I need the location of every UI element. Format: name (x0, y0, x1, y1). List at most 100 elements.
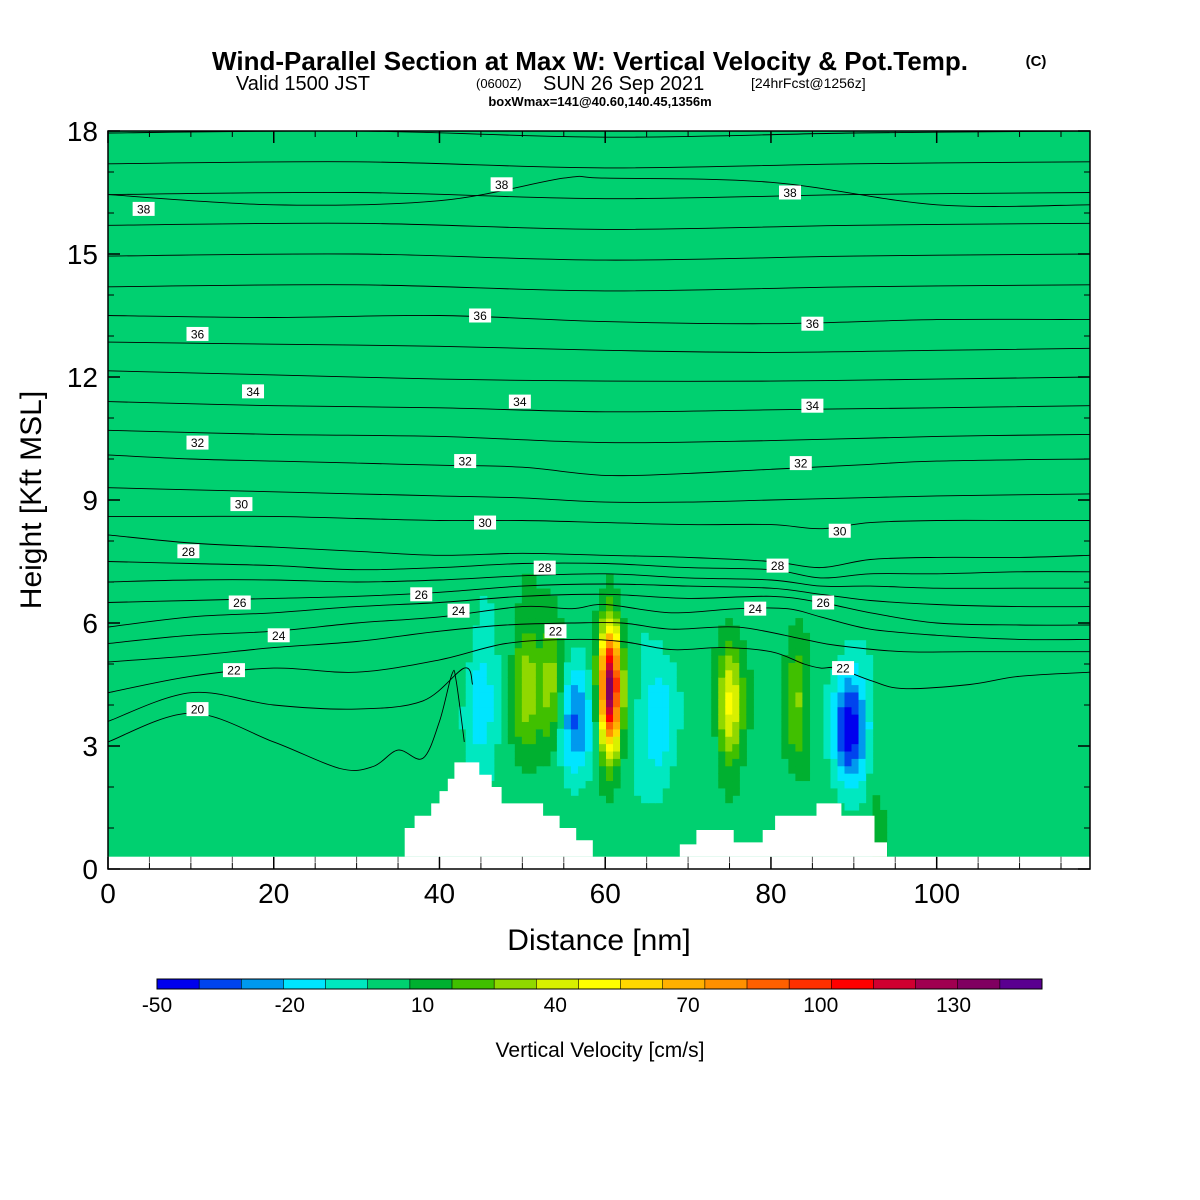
velocity-cell (528, 640, 537, 649)
velocity-cell (577, 773, 586, 782)
velocity-cell (865, 736, 874, 745)
velocity-cell (725, 728, 733, 737)
velocity-cell (556, 662, 565, 671)
velocity-cell (465, 721, 474, 730)
velocity-cell (479, 758, 488, 767)
terrain-base (108, 856, 1090, 869)
colorbar-swatch (578, 979, 621, 989)
velocity-cell (641, 677, 649, 686)
velocity-cell (837, 795, 846, 804)
velocity-cell (584, 758, 593, 767)
velocity-cell (718, 714, 726, 722)
velocity-cell (718, 647, 726, 656)
velocity-cell (788, 647, 796, 656)
velocity-cell (795, 750, 804, 759)
velocity-cell (479, 654, 488, 663)
velocity-cell (613, 588, 621, 597)
velocity-cell (599, 750, 607, 759)
velocity-cell (865, 728, 874, 737)
velocity-cell (599, 765, 607, 774)
velocity-cell (802, 736, 811, 745)
velocity-cell (711, 699, 719, 708)
contour-label-box (454, 454, 477, 469)
velocity-cell (472, 647, 481, 656)
velocity-cell (591, 640, 600, 649)
velocity-cell (788, 721, 796, 730)
velocity-cell (514, 632, 523, 641)
isentrope-22 (108, 638, 1090, 694)
velocity-cell (521, 640, 530, 649)
velocity-cell (725, 750, 733, 759)
velocity-cell (472, 699, 481, 708)
velocity-cell (634, 736, 642, 745)
contour-label: 26 (410, 587, 433, 602)
velocity-cell (851, 736, 860, 745)
velocity-cell (507, 721, 516, 730)
isentrope-31 (108, 487, 1090, 503)
velocity-cell (746, 691, 754, 700)
velocity-cell (634, 699, 642, 708)
velocity-cell (655, 669, 663, 678)
velocity-cell (472, 736, 481, 745)
velocity-cell (465, 662, 474, 671)
velocity-cell (472, 691, 481, 700)
contour-label: 36 (801, 316, 824, 331)
velocity-cell (823, 743, 832, 752)
velocity-cell (851, 765, 860, 774)
velocity-cell (606, 603, 614, 612)
velocity-cell (528, 728, 537, 737)
isentrope-34 (108, 401, 1090, 413)
velocity-cell (795, 677, 804, 686)
velocity-cell (634, 721, 642, 730)
velocity-cell (669, 721, 677, 730)
velocity-cell (725, 706, 733, 715)
velocity-cell (528, 595, 537, 604)
velocity-cell (879, 809, 888, 818)
velocity-cell (655, 677, 663, 686)
velocity-cell (613, 669, 621, 678)
velocity-cell (479, 647, 488, 656)
contour-label-box (533, 560, 556, 575)
velocity-cell (718, 721, 726, 730)
velocity-cell (472, 632, 481, 641)
velocity-cell (851, 802, 860, 811)
velocity-cell (844, 765, 853, 774)
velocity-cell (507, 654, 516, 663)
velocity-cell (549, 714, 558, 722)
velocity-cell (711, 721, 719, 730)
velocity-cell (739, 647, 747, 656)
velocity-cell (725, 640, 733, 649)
velocity-cell (542, 610, 551, 619)
velocity-cell (599, 728, 607, 737)
velocity-cell (739, 758, 747, 767)
velocity-cell (662, 780, 670, 789)
velocity-cell (739, 743, 747, 752)
contour-label: 24 (744, 601, 767, 616)
velocity-cell (641, 684, 649, 693)
velocity-cell (844, 773, 853, 782)
contour-label-text: 34 (806, 399, 820, 413)
velocity-cell (851, 677, 860, 686)
velocity-cell (556, 684, 565, 693)
velocity-cell (872, 824, 881, 833)
velocity-cell (556, 728, 565, 737)
velocity-cell (606, 750, 614, 759)
velocity-cell (528, 699, 537, 708)
velocity-cell (549, 662, 558, 671)
contour-label-box (779, 185, 802, 200)
velocity-cell (599, 706, 607, 715)
velocity-cell (676, 699, 684, 708)
velocity-cell (830, 728, 839, 737)
velocity-cell (472, 640, 481, 649)
colorbar-swatch (999, 979, 1043, 989)
velocity-cell (830, 758, 839, 767)
velocity-cell (599, 773, 607, 782)
velocity-cell (858, 743, 867, 752)
velocity-cell (732, 743, 740, 752)
velocity-cell (858, 750, 867, 759)
velocity-cell (486, 647, 495, 656)
velocity-cell (669, 669, 677, 678)
velocity-cell (606, 728, 614, 737)
velocity-cell (851, 691, 860, 700)
velocity-cell (479, 699, 488, 708)
